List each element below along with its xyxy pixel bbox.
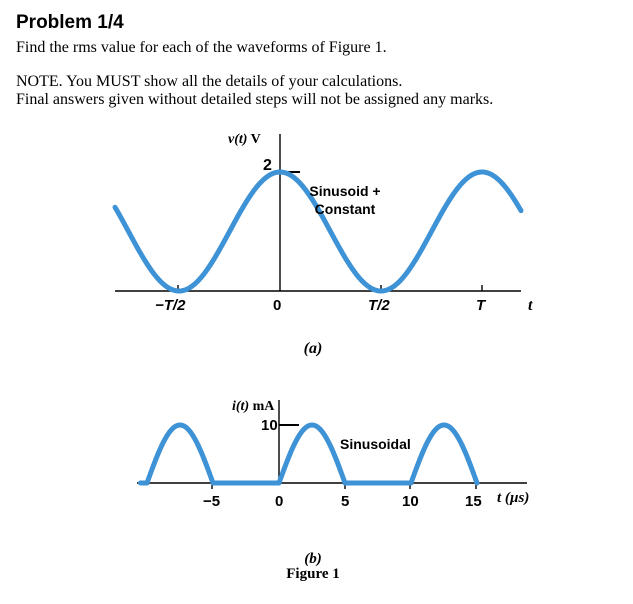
svg-text:15: 15: [465, 493, 482, 510]
svg-text:i(t) mA: i(t) mA: [232, 399, 275, 414]
svg-text:(b): (b): [304, 551, 322, 567]
svg-text:Figure 1: Figure 1: [286, 566, 339, 582]
svg-text:t: t: [528, 297, 533, 314]
svg-text:10: 10: [402, 493, 419, 510]
svg-text:Sinusoid +: Sinusoid +: [309, 183, 380, 199]
svg-text:−T/2: −T/2: [155, 297, 186, 314]
svg-text:Sinusoidal: Sinusoidal: [340, 436, 411, 452]
svg-text:10: 10: [261, 417, 278, 434]
svg-text:T: T: [476, 297, 487, 314]
svg-text:(a): (a): [304, 340, 323, 357]
svg-text:t (µs): t (µs): [497, 490, 529, 506]
svg-text:5: 5: [341, 493, 349, 510]
svg-text:0: 0: [275, 493, 283, 510]
svg-text:−5: −5: [203, 493, 220, 510]
svg-text:0: 0: [273, 297, 281, 314]
svg-text:Constant: Constant: [315, 201, 376, 217]
svg-text:2: 2: [263, 157, 272, 174]
svg-text:T/2: T/2: [368, 297, 390, 314]
svg-text:v(t) V: v(t) V: [228, 132, 261, 147]
